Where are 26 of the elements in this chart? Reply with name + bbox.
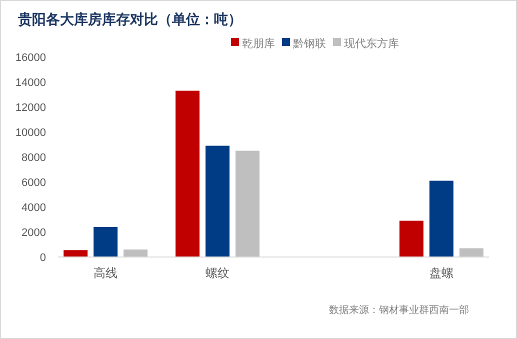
bar xyxy=(236,150,260,257)
x-tick-label: 盘螺 xyxy=(429,266,454,280)
x-tick-label: 螺纹 xyxy=(206,266,230,280)
y-tick-label: 10000 xyxy=(15,127,46,139)
bar xyxy=(429,180,454,257)
y-tick-label: 16000 xyxy=(15,52,46,64)
y-tick-label: 2000 xyxy=(22,227,46,239)
y-tick-label: 8000 xyxy=(22,152,46,164)
legend-label: 现代东方库 xyxy=(344,37,399,50)
bar xyxy=(176,90,200,257)
y-tick-label: 0 xyxy=(40,252,46,264)
bar xyxy=(64,250,88,257)
y-tick-label: 12000 xyxy=(15,102,46,114)
bar xyxy=(124,250,148,257)
y-tick-label: 4000 xyxy=(22,202,46,214)
bar xyxy=(399,220,424,257)
chart-title: 贵阳各大库房库存对比（单位：吨） xyxy=(17,11,242,28)
legend-label: 乾朋库 xyxy=(242,37,275,50)
source-note: 数据来源：钢材事业群西南一部 xyxy=(329,304,469,316)
y-tick-label: 14000 xyxy=(15,77,46,89)
bar xyxy=(94,227,118,257)
bar xyxy=(459,248,484,257)
x-tick-label: 高线 xyxy=(94,266,118,280)
bar xyxy=(206,146,230,257)
legend-label: 黔钢联 xyxy=(292,37,326,50)
y-tick-label: 6000 xyxy=(22,177,46,189)
